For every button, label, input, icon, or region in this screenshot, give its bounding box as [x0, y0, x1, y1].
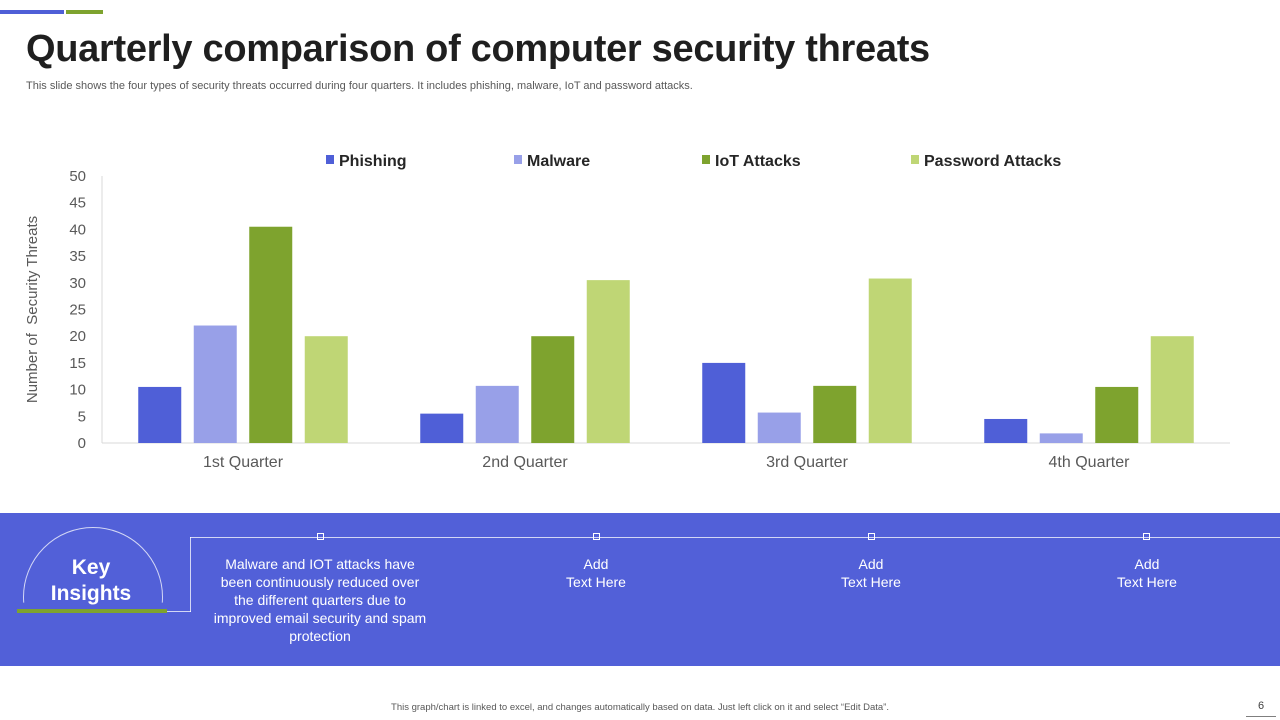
legend-label: IoT Attacks	[715, 153, 801, 170]
y-tick-label: 35	[69, 248, 86, 265]
y-tick-label: 40	[69, 221, 86, 238]
y-tick-label: 30	[69, 275, 86, 292]
bar-malware-3	[757, 412, 801, 443]
y-tick-label: 50	[69, 168, 86, 185]
x-tick-label: 4th Quarter	[1049, 454, 1131, 471]
timeline-marker-3	[868, 533, 875, 540]
legend-label: Malware	[527, 153, 590, 170]
bar-phishing-3	[702, 362, 746, 443]
accent-bar-green	[66, 10, 103, 14]
y-tick-label: 10	[69, 382, 86, 399]
bar-iot-attacks-4	[1095, 386, 1139, 443]
insights-band: Key Insights Malware and IOT attacks hav…	[0, 513, 1280, 666]
insight-text-2[interactable]: Add Text Here	[566, 556, 626, 590]
insight-text-4[interactable]: Add Text Here	[1117, 556, 1177, 590]
timeline-marker-1	[317, 533, 324, 540]
x-tick-label: 2nd Quarter	[482, 454, 568, 471]
accent-bar-blue	[0, 10, 64, 14]
x-tick-label: 1st Quarter	[203, 454, 284, 471]
legend-swatch	[911, 155, 919, 164]
bar-malware-2	[475, 385, 519, 443]
insight-text-3[interactable]: Add Text Here	[841, 556, 901, 590]
timeline-connector-vertical	[190, 537, 191, 612]
insight-text-1[interactable]: Malware and IOT attacks have been contin…	[213, 556, 427, 644]
x-tick-label: 3rd Quarter	[766, 454, 848, 471]
bar-iot-attacks-3	[813, 385, 857, 443]
y-axis-title: Number of Security Threats	[24, 216, 41, 403]
bar-malware-4	[1039, 433, 1083, 443]
bar-phishing-4	[984, 418, 1028, 443]
timeline-connector-bottom	[167, 611, 191, 612]
y-tick-label: 25	[69, 302, 86, 319]
key-insights-heading: Key Insights	[26, 555, 156, 607]
bar-password-attacks-3	[868, 278, 912, 443]
legend-swatch	[514, 155, 522, 164]
bar-malware-1	[193, 325, 237, 443]
legend-swatch	[702, 155, 710, 164]
legend-swatch	[326, 155, 334, 164]
timeline-marker-2	[593, 533, 600, 540]
y-tick-label: 0	[78, 435, 86, 452]
bar-chart[interactable]: 0 5 10 15 20 25 30 35 40 45 50 Number of Security T…	[0, 140, 1280, 490]
bar-password-attacks-2	[586, 280, 630, 443]
bar-password-attacks-1	[304, 336, 348, 443]
key-insights-heading-line2: Insights	[50, 582, 132, 605]
legend-label: Phishing	[339, 153, 407, 170]
key-insights-heading-line1: Key	[71, 556, 111, 579]
bar-iot-attacks-1	[249, 226, 293, 443]
page-subtitle: This slide shows the four types of secur…	[26, 80, 693, 92]
y-tick-label: 5	[78, 408, 86, 425]
y-tick-label: 45	[69, 195, 86, 212]
footer-note: This graph/chart is linked to excel, and…	[391, 702, 889, 713]
page-number: 6	[1246, 700, 1276, 717]
bar-phishing-1	[138, 386, 182, 443]
bar-password-attacks-4	[1150, 336, 1194, 443]
timeline-line	[190, 537, 1280, 538]
legend-label: Password Attacks	[924, 153, 1061, 170]
page-title: Quarterly comparison of computer securit…	[26, 28, 930, 70]
bar-iot-attacks-2	[531, 336, 575, 443]
key-insights-underline	[17, 609, 167, 613]
bar-phishing-2	[420, 413, 464, 443]
y-tick-label: 20	[69, 328, 86, 345]
timeline-marker-4	[1143, 533, 1150, 540]
y-tick-label: 15	[69, 355, 86, 372]
